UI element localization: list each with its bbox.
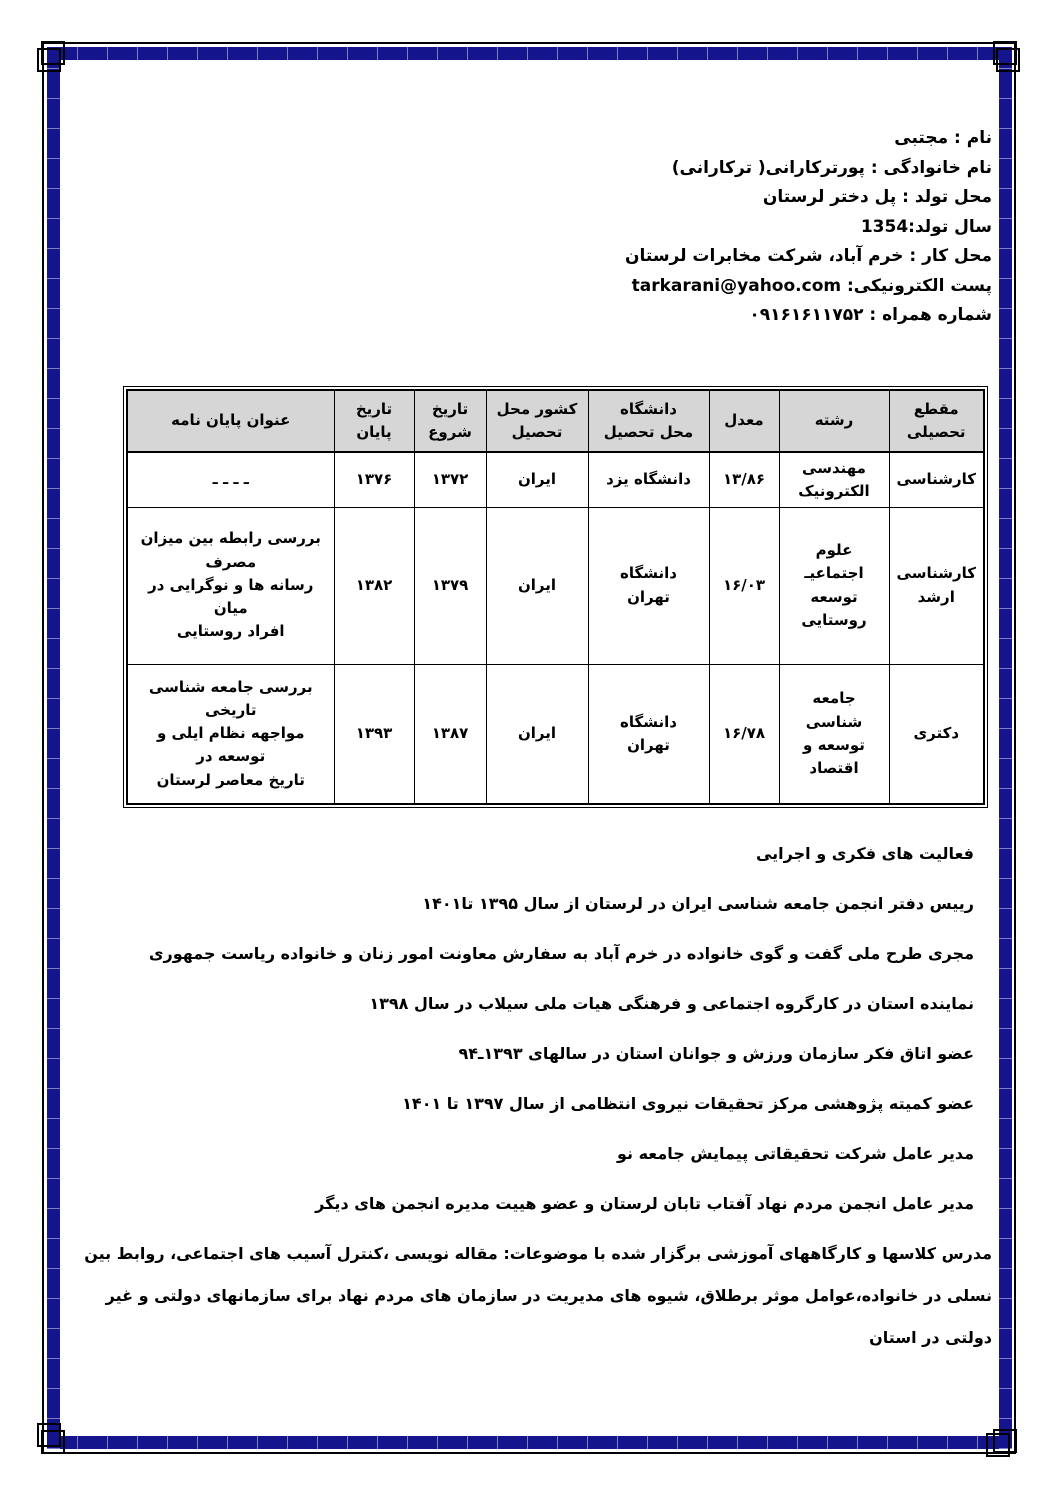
cell-degree: کارشناسی [888, 451, 985, 508]
column-header-gpa: معدل [708, 389, 780, 453]
personal-info-family-name: نام خانوادگی : پورترکارانی( ترکارانی) [671, 157, 992, 178]
page-border-outline [42, 42, 1016, 1454]
frame-corner-ornament [993, 1429, 1017, 1453]
personal-info-block: نام : مجتبی نام خانوادگی : پورترکارانی( … [625, 124, 992, 331]
cell-thesis-title: ـ ـ ـ ـ [126, 451, 335, 508]
activity-item: نماینده استان در کارگروه اجتماعی و فرهنگ… [369, 994, 974, 1013]
activities-section: فعالیت های فکری و اجرایی رییس دفتر انجمن… [64, 833, 992, 1367]
cell-country: ایران [485, 451, 589, 508]
activity-item: مدیر عامل شرکت تحقیقاتی پیمایش جامعه نو [616, 1144, 974, 1163]
column-header-field: رشته [778, 389, 890, 453]
cell-field: جامعه شناسی توسعه و اقتصاد [778, 663, 890, 805]
table-row-master: کارشناسی ارشد علوم اجتماعیـ توسعه روستای… [126, 506, 985, 665]
activity-item: عضو کمیته پژوهشی مرکز تحقیقات نیروی انتظ… [402, 1094, 974, 1113]
cell-start-date: ۱۳۷۲ [413, 451, 487, 508]
cell-gpa: ۱۶/۰۳ [708, 506, 780, 665]
personal-info-email: پست الکترونیکی: tarkarani@yahoo.com [631, 275, 992, 296]
column-header-university: دانشگاه محل تحصیل [587, 389, 710, 453]
cell-university: دانشگاه تهران [587, 663, 710, 805]
cell-start-date: ۱۳۸۷ [413, 663, 487, 805]
cell-country: ایران [485, 506, 589, 665]
cell-end-date: ۱۳۹۳ [333, 663, 415, 805]
cell-degree: کارشناسی ارشد [888, 506, 985, 665]
frame-corner-ornament [41, 41, 65, 65]
column-header-country: کشور محل تحصیل [485, 389, 589, 453]
cell-thesis-title: بررسی رابطه بین میزان مصرف رسانه ها و نو… [126, 506, 335, 665]
cell-end-date: ۱۳۷۶ [333, 451, 415, 508]
cell-degree: دکتری [888, 663, 985, 805]
cell-start-date: ۱۳۷۹ [413, 506, 487, 665]
page-border-band-left [47, 47, 60, 1449]
frame-corner-ornament [41, 1430, 65, 1454]
cell-field: مهندسی الکترونیک [778, 451, 890, 508]
cell-country: ایران [485, 663, 589, 805]
table-row-bachelor: کارشناسی مهندسی الکترونیک ۱۳/۸۶ دانشگاه … [126, 451, 985, 508]
activity-item: رییس دفتر انجمن جامعه شناسی ایران در لرس… [422, 894, 974, 913]
education-table-wrapper: مقطع تحصیلی رشته معدل دانشگاه محل تحصیل … [123, 386, 988, 808]
cell-university: دانشگاه یزد [587, 451, 710, 508]
activity-item: مدیر عامل انجمن مردم نهاد آفتاب تابان لر… [315, 1194, 974, 1213]
personal-info-birth-year: سال تولد:1354 [860, 216, 992, 237]
column-header-start-date: تاریخ شروع [413, 389, 487, 453]
cell-end-date: ۱۳۸۲ [333, 506, 415, 665]
cell-gpa: ۱۶/۷۸ [708, 663, 780, 805]
cell-thesis-title: بررسی جامعه شناسی تاریخی مواجهه نظام ایل… [126, 663, 335, 805]
education-table: مقطع تحصیلی رشته معدل دانشگاه محل تحصیل … [126, 389, 985, 805]
personal-info-birthplace: محل تولد : پل دختر لرستان [762, 187, 992, 207]
frame-corner-ornament [37, 1423, 61, 1447]
column-header-degree: مقطع تحصیلی [888, 389, 985, 453]
cell-gpa: ۱۳/۸۶ [708, 451, 780, 508]
activity-item: مدرس کلاسها و کارگاههای آموزشی برگزار شد… [84, 1244, 992, 1347]
activities-heading: فعالیت های فکری و اجرایی [755, 844, 974, 863]
frame-corner-ornament [986, 1433, 1010, 1457]
personal-info-workplace: محل کار : خرم آباد، شرکت مخابرات لرستان [624, 246, 992, 266]
column-header-thesis-title: عنوان پایان نامه [126, 389, 335, 453]
page-border-band-right [999, 47, 1012, 1449]
page-border-band-bottom [47, 1436, 1011, 1449]
frame-corner-ornament [993, 41, 1017, 65]
frame-corner-ornament [996, 48, 1020, 72]
activity-item: مجری طرح ملی گفت و گوی خانواده در خرم آب… [148, 944, 974, 963]
cell-field: علوم اجتماعیـ توسعه روستایی [778, 506, 890, 665]
table-row-phd: دکتری جامعه شناسی توسعه و اقتصاد ۱۶/۷۸ د… [126, 663, 985, 805]
personal-info-name: نام : مجتبی [894, 128, 992, 148]
column-header-end-date: تاریخ پایان [333, 389, 415, 453]
personal-info-phone: شماره همراه : ۰۹۱۶۱۶۱۱۷۵۲ [749, 305, 992, 325]
activity-item: عضو اتاق فکر سازمان ورزش و جوانان استان … [458, 1044, 974, 1063]
cell-university: دانشگاه تهران [587, 506, 710, 665]
table-header-row: مقطع تحصیلی رشته معدل دانشگاه محل تحصیل … [126, 389, 985, 453]
frame-corner-ornament [37, 48, 61, 72]
page-border-band-top [47, 47, 1011, 60]
